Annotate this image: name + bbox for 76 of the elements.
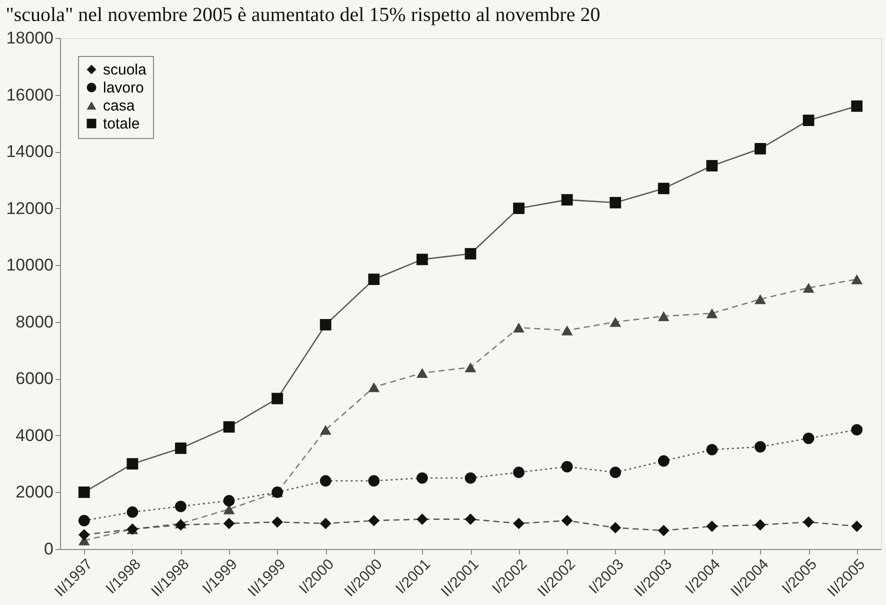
point	[658, 524, 670, 536]
point	[851, 100, 863, 112]
point	[416, 513, 428, 525]
point	[175, 442, 186, 454]
point	[416, 368, 428, 378]
point	[78, 529, 90, 541]
point	[320, 475, 332, 487]
point	[368, 514, 380, 526]
point	[223, 421, 235, 433]
y-tick-label: 18000	[6, 28, 54, 48]
y-tick-label: 8000	[16, 312, 54, 332]
legend-label: casa	[103, 98, 136, 114]
point	[126, 506, 138, 518]
y-tick-label: 6000	[16, 369, 54, 388]
point	[272, 392, 284, 404]
y-tick-label: 0	[44, 540, 54, 558]
point	[610, 522, 622, 534]
point	[416, 472, 428, 484]
text: "scuola" nel novembre 2005 è aumentato del 15% rispetto al novembre 20	[6, 4, 600, 26]
point	[78, 486, 90, 498]
y-tick-label: 16000	[6, 85, 54, 104]
point	[78, 514, 90, 526]
y-tick-label: 12000	[6, 198, 54, 218]
point	[610, 316, 622, 327]
point	[561, 514, 573, 526]
point	[802, 282, 814, 293]
point	[320, 518, 332, 530]
legend-label: totale	[103, 116, 140, 132]
point	[368, 274, 380, 286]
point	[320, 319, 332, 330]
point	[802, 432, 814, 444]
point	[513, 202, 524, 214]
point	[223, 518, 235, 530]
point	[754, 441, 766, 452]
point	[175, 500, 186, 512]
point	[320, 424, 332, 435]
point	[802, 114, 814, 126]
point	[658, 455, 670, 467]
point	[706, 520, 718, 532]
point	[706, 308, 718, 318]
point	[513, 518, 524, 530]
point	[513, 466, 524, 478]
point	[368, 475, 380, 487]
y-tick-label: 4000	[16, 426, 54, 445]
point	[561, 194, 573, 206]
y-tick-label: 2000	[16, 482, 54, 502]
point	[706, 160, 718, 172]
point	[272, 516, 284, 528]
y-tick-label: 10000	[6, 256, 54, 275]
point	[610, 196, 622, 208]
legend-label: scuola	[103, 62, 148, 78]
legend-label: lavoro	[103, 80, 144, 96]
point	[706, 444, 718, 456]
point	[464, 513, 476, 525]
point	[416, 254, 428, 266]
point	[126, 458, 138, 470]
point	[464, 472, 476, 484]
point	[223, 495, 235, 506]
point	[851, 424, 863, 436]
point	[464, 248, 476, 260]
point	[754, 294, 766, 304]
point	[754, 519, 766, 531]
point	[175, 519, 186, 531]
point	[851, 274, 863, 284]
point	[754, 143, 766, 154]
point	[561, 460, 573, 472]
point	[802, 516, 814, 528]
point	[561, 325, 573, 336]
point	[464, 362, 476, 372]
y-tick-label: 14000	[6, 142, 54, 162]
point	[368, 382, 380, 392]
point	[851, 520, 863, 532]
point	[610, 466, 622, 478]
point	[513, 322, 524, 333]
point	[658, 311, 670, 322]
point	[658, 182, 670, 194]
